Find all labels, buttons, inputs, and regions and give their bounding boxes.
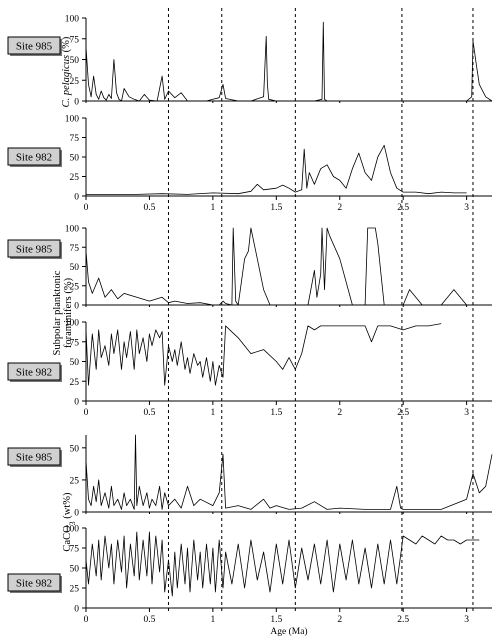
x-tick-label: 0 <box>84 615 89 625</box>
x-tick-label: 2.5 <box>397 203 409 213</box>
y-tick-label: 50 <box>70 358 80 368</box>
y-tick-label: 0 <box>74 509 79 519</box>
y-tick-label: 0 <box>74 98 79 108</box>
site-label-box <box>7 239 61 258</box>
x-tick-label: 2 <box>337 203 342 213</box>
y-axis-title-caco3: CaCO3 (wt%) <box>62 492 77 552</box>
x-tick-label: 0.5 <box>144 203 156 213</box>
y-axis-title-foraminifers-line1: Subpolar planktonic <box>52 270 63 355</box>
y-tick-label: 25 <box>70 173 80 183</box>
site-label-box <box>7 36 61 55</box>
site-label-box <box>7 573 61 592</box>
y-tick-label: 100 <box>65 15 80 25</box>
y-tick-label: 75 <box>70 134 80 144</box>
y-tick-label: 100 <box>65 319 80 329</box>
x-tick-label: 2.5 <box>397 408 409 418</box>
y-tick-label: 0 <box>74 398 79 408</box>
series-line <box>85 531 480 597</box>
x-axis-title: Age (Ma) <box>270 626 307 637</box>
series-line <box>85 227 492 306</box>
y-axis-title-pelagicus: C. pelagicus (%) <box>61 36 72 107</box>
x-tick-label: 3 <box>464 408 469 418</box>
site-label: Site 982 <box>16 578 52 590</box>
x-tick-label: 1.5 <box>270 615 282 625</box>
x-tick-label: 0 <box>84 408 89 418</box>
y-tick-label: 25 <box>70 77 80 87</box>
series-line <box>85 21 493 102</box>
y-tick-label: 0 <box>74 302 79 312</box>
y-tick-label: 50 <box>70 56 80 66</box>
y-tick-label: 50 <box>70 263 80 273</box>
site-label-box <box>7 447 61 466</box>
x-tick-label: 3 <box>464 615 469 625</box>
x-tick-label: 0.5 <box>144 615 156 625</box>
series-line <box>85 434 493 510</box>
site-label-box <box>7 147 61 166</box>
site-label-box <box>7 362 61 381</box>
x-tick-label: 1 <box>211 408 216 418</box>
y-tick-label: 100 <box>65 115 80 125</box>
y-tick-label: 75 <box>70 338 80 348</box>
y-tick-label: 0 <box>74 605 79 615</box>
series-line <box>85 323 442 386</box>
y-tick-label: 50 <box>70 154 80 164</box>
y-tick-label: 25 <box>70 378 80 388</box>
x-tick-label: 2 <box>337 408 342 418</box>
y-tick-label: 50 <box>70 565 80 575</box>
site-label: Site 982 <box>16 367 52 379</box>
x-tick-label: 0 <box>84 203 89 213</box>
site-label: Site 985 <box>16 452 53 464</box>
y-tick-label: 75 <box>70 244 80 254</box>
x-tick-label: 1.5 <box>270 203 282 213</box>
x-tick-label: 1 <box>211 615 216 625</box>
y-tick-label: 25 <box>70 476 80 486</box>
site-label: Site 985 <box>16 244 53 256</box>
site-label: Site 985 <box>16 41 53 53</box>
y-tick-label: 25 <box>70 585 80 595</box>
y-tick-label: 100 <box>65 525 80 535</box>
site-label: Site 982 <box>16 152 52 164</box>
y-tick-label: 50 <box>70 444 80 454</box>
x-tick-label: 3 <box>464 203 469 213</box>
y-tick-label: 100 <box>65 225 80 235</box>
y-tick-label: 0 <box>74 193 79 203</box>
x-tick-label: 1.5 <box>270 408 282 418</box>
x-tick-label: 0.5 <box>144 408 156 418</box>
y-tick-label: 25 <box>70 282 80 292</box>
y-axis-title-foraminifers-line2: foraminifers (%) <box>63 277 74 348</box>
y-tick-label: 75 <box>70 545 80 555</box>
x-tick-label: 2 <box>337 615 342 625</box>
x-tick-label: 2.5 <box>397 615 409 625</box>
x-tick-label: 1 <box>211 203 216 213</box>
series-line <box>86 144 467 195</box>
y-tick-label: 75 <box>70 35 80 45</box>
